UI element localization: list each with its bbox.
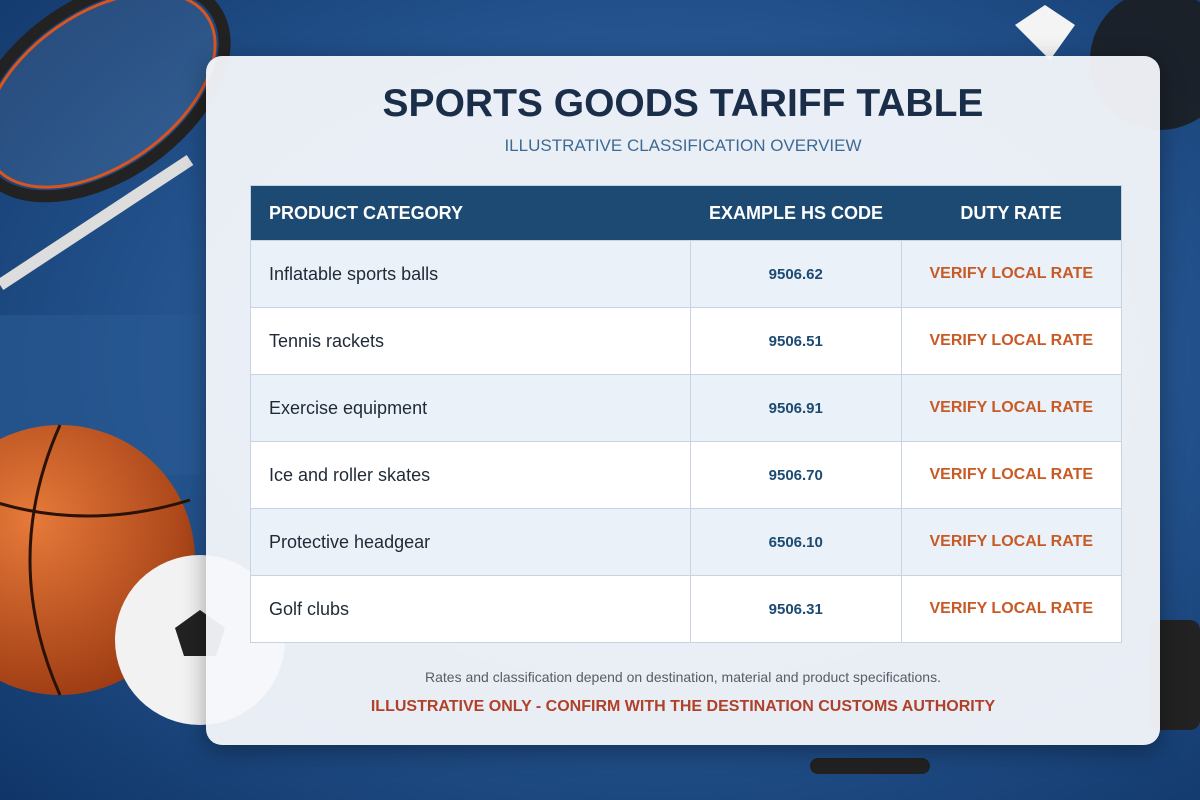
table-row: Tennis rackets 9506.51 VERIFY LOCAL RATE — [251, 307, 1121, 374]
subtitle: ILLUSTRATIVE CLASSIFICATION OVERVIEW — [504, 136, 862, 155]
disclaimer: ILLUSTRATIVE ONLY - CONFIRM WITH THE DES… — [370, 698, 996, 715]
racket — [0, 0, 231, 291]
product-category: Tennis rackets — [269, 330, 385, 351]
product-category: Ice and roller skates — [269, 464, 431, 485]
footnote: Rates and classification depend on desti… — [425, 669, 941, 685]
table-row: Golf clubs 9506.31 VERIFY LOCAL RATE — [251, 575, 1121, 642]
duty-rate: VERIFY LOCAL RATE — [900, 375, 1121, 441]
shuttlecock — [1015, 5, 1075, 60]
table-row: Protective headgear 6506.10 VERIFY LOCAL R… — [251, 508, 1121, 575]
hs-code: 9506.62 — [690, 241, 901, 307]
product-category: Exercise equipment — [269, 397, 428, 418]
column-header: PRODUCT CATEGORY — [269, 202, 464, 223]
tariff-table: PRODUCT CATEGORY EXAMPLE HS CODE DUTY RATE… — [250, 185, 1122, 643]
basketball-lines — [0, 424, 191, 696]
duty-rate: VERIFY LOCAL RATE — [900, 241, 1121, 307]
title: SPORTS GOODS TARIFF TABLE — [382, 82, 984, 125]
duty-rate: VERIFY LOCAL RATE — [900, 308, 1121, 374]
card: SPORTS GOODS TARIFF TABLE ILLUSTRATIVE C… — [206, 56, 1160, 745]
duty-rate: VERIFY LOCAL RATE — [900, 442, 1121, 508]
header-row: PRODUCT CATEGORY EXAMPLE HS CODE DUTY RATE — [251, 186, 1121, 240]
hs-code: 6506.10 — [690, 509, 901, 575]
duty-rate: VERIFY LOCAL RATE — [900, 576, 1121, 642]
hs-code: 9506.31 — [690, 576, 901, 642]
hs-code: 9506.70 — [690, 442, 901, 508]
dumbbell — [1150, 620, 1200, 730]
table-row: Inflatable sports balls 9506.62 VERIFY LOC… — [251, 240, 1121, 307]
product-category: Inflatable sports balls — [269, 263, 439, 284]
column-header: DUTY RATE — [960, 202, 1062, 223]
jump-rope — [810, 758, 930, 774]
product-category: Golf clubs — [269, 598, 350, 619]
table-row: Ice and roller skates 9506.70 VERIFY LOCAL… — [251, 441, 1121, 508]
duty-rate: VERIFY LOCAL RATE — [900, 509, 1121, 575]
hs-code: 9506.91 — [690, 375, 901, 441]
table-row: Exercise equipment 9506.91 VERIFY LOCAL RA… — [251, 374, 1121, 441]
hs-code: 9506.51 — [690, 308, 901, 374]
column-header: EXAMPLE HS CODE — [708, 202, 884, 223]
product-category: Protective headgear — [269, 531, 431, 552]
